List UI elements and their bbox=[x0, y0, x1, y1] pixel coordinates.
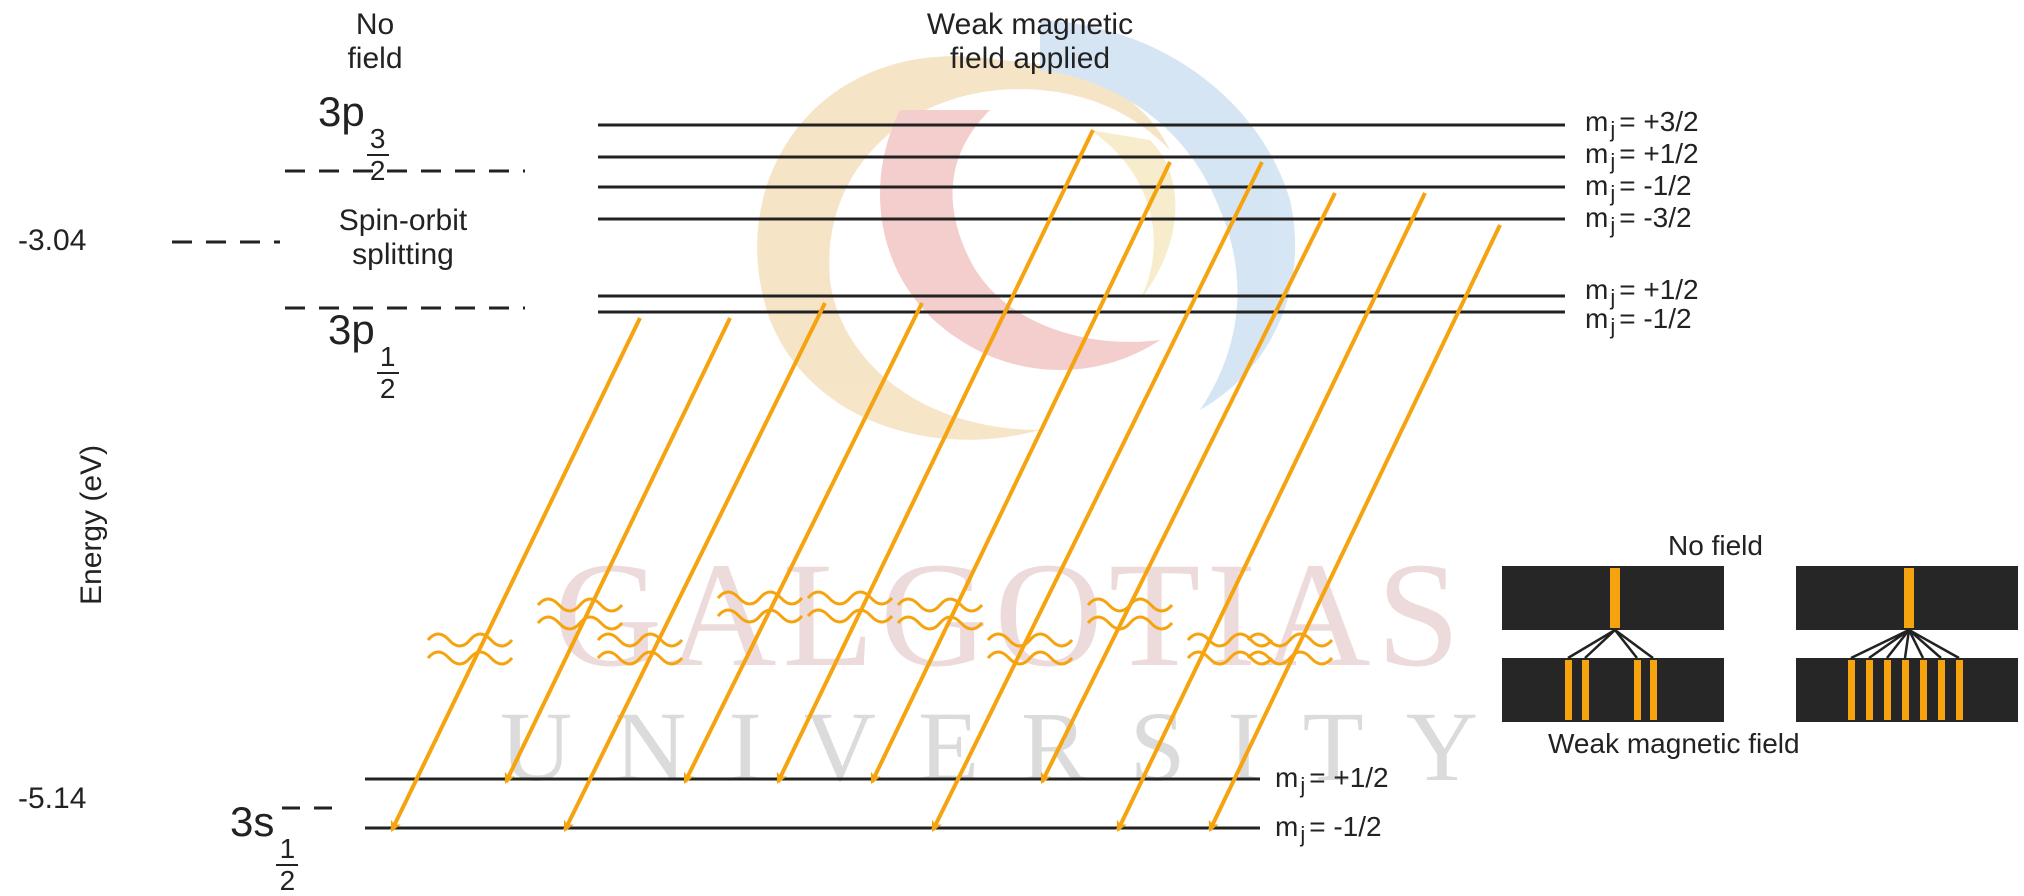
break-mark-9-1 bbox=[1186, 632, 1274, 648]
transition-arrow-1 bbox=[390, 317, 642, 832]
transition-arrow-5 bbox=[776, 129, 1095, 784]
break-mark-1-2 bbox=[426, 650, 514, 666]
transition-arrow-8 bbox=[1040, 192, 1337, 784]
transition-arrow-3 bbox=[563, 302, 827, 832]
header-weak-field-line2: field applied bbox=[949, 42, 1111, 75]
mj-label-s12-plus1-2: mj = +1/2 bbox=[1275, 762, 1389, 798]
inset-no-field-label: No field bbox=[1668, 530, 1763, 561]
break-mark-5-2 bbox=[806, 608, 894, 624]
diagram-canvas: GALGOTIAS UNIVERSITY bbox=[172, 20, 2018, 832]
mj-label-p12-plus1-2: mj = +1/2 bbox=[1585, 274, 1699, 310]
fraction-numerator: 1 bbox=[379, 341, 396, 372]
term-3p-3-2: 3p 3 2 bbox=[318, 88, 389, 185]
transition-arrows bbox=[390, 129, 1502, 832]
break-mark-1-1 bbox=[426, 632, 514, 648]
mj-label-p32-minus3-2: mj = -3/2 bbox=[1585, 202, 1692, 238]
mj-label-p32-plus3-2: mj = +3/2 bbox=[1585, 106, 1699, 142]
break-mark-6-1 bbox=[896, 597, 984, 613]
break-mark-8-1 bbox=[1086, 597, 1174, 613]
header-weak-field: Weak magnetic field applied bbox=[880, 8, 1180, 76]
fraction-denominator: 2 bbox=[379, 373, 396, 404]
break-mark-4-2 bbox=[716, 608, 804, 624]
fraction-numerator: 1 bbox=[279, 833, 296, 864]
energy-upper-value: -3.04 bbox=[18, 224, 87, 257]
split-connectors-right bbox=[1850, 628, 1960, 660]
break-mark-6-2 bbox=[896, 615, 984, 631]
transition-arrow-6 bbox=[870, 161, 1172, 784]
break-mark-8-2 bbox=[1086, 615, 1174, 631]
transition-arrow-9 bbox=[1116, 192, 1427, 832]
header-no-field: No field bbox=[325, 8, 425, 76]
term-3p-1-2: 3p 1 2 bbox=[328, 306, 399, 403]
split-lines-left bbox=[1565, 660, 1657, 720]
break-mark-2-1 bbox=[536, 597, 624, 613]
watermark-line2: UNIVERSITY bbox=[500, 691, 1520, 802]
break-mark-10-1 bbox=[1246, 632, 1334, 648]
break-mark-7-1 bbox=[986, 632, 1074, 648]
transition-arrow-2 bbox=[504, 317, 732, 784]
header-no-field-line2: field bbox=[347, 42, 403, 75]
mj-label-s12-minus1-2: mj = -1/2 bbox=[1275, 811, 1382, 847]
term-3s-1-2: 3s 1 2 bbox=[230, 798, 299, 896]
header-weak-field-line1: Weak magnetic bbox=[926, 8, 1134, 41]
term-3p-3-2-symbol: 3p bbox=[318, 88, 365, 135]
fraction-denominator: 2 bbox=[369, 155, 386, 186]
term-3s-1-2-symbol: 3s bbox=[230, 798, 275, 845]
inset-spectra bbox=[1502, 566, 2018, 722]
break-mark-10-2 bbox=[1246, 650, 1334, 666]
break-mark-3-2 bbox=[596, 650, 684, 666]
break-mark-9-2 bbox=[1186, 650, 1274, 666]
break-mark-4-1 bbox=[716, 590, 804, 606]
spin-orbit-label: Spin-orbit splitting bbox=[283, 204, 523, 272]
spectral-line-no-field-right bbox=[1904, 568, 1914, 628]
watermark-line1: GALGOTIAS bbox=[554, 532, 1466, 698]
inset-weak-field-label: Weak magnetic field bbox=[1548, 728, 1800, 759]
spin-orbit-line2: splitting bbox=[352, 238, 454, 271]
axis-break-marks bbox=[426, 590, 1334, 666]
split-lines-right bbox=[1848, 660, 1963, 720]
mj-label-p32-plus1-2: mj = +1/2 bbox=[1585, 138, 1699, 174]
split-connectors-left bbox=[1567, 628, 1654, 660]
energy-lower-value: -5.14 bbox=[18, 782, 87, 815]
term-3p-1-2-symbol: 3p bbox=[328, 306, 375, 353]
spectral-line-no-field-left bbox=[1610, 568, 1620, 628]
header-no-field-line1: No bbox=[355, 8, 395, 41]
spin-orbit-line1: Spin-orbit bbox=[338, 204, 468, 237]
transition-arrow-4 bbox=[683, 302, 924, 784]
fraction-numerator: 3 bbox=[369, 123, 386, 154]
energy-axis-label: Energy (eV) bbox=[75, 444, 108, 605]
break-mark-5-1 bbox=[806, 590, 894, 606]
transition-arrow-7 bbox=[931, 161, 1264, 832]
break-mark-3-1 bbox=[596, 632, 684, 648]
fraction-denominator: 2 bbox=[279, 865, 296, 896]
inset-panel-bottom-left bbox=[1502, 658, 1724, 722]
mj-label-p32-minus1-2: mj = -1/2 bbox=[1585, 170, 1692, 206]
transition-arrow-10 bbox=[1208, 224, 1502, 832]
watermark-logo bbox=[757, 20, 1296, 440]
break-mark-7-2 bbox=[986, 650, 1074, 666]
mj-label-p12-minus1-2: mj = -1/2 bbox=[1585, 303, 1692, 339]
break-mark-2-2 bbox=[536, 615, 624, 631]
